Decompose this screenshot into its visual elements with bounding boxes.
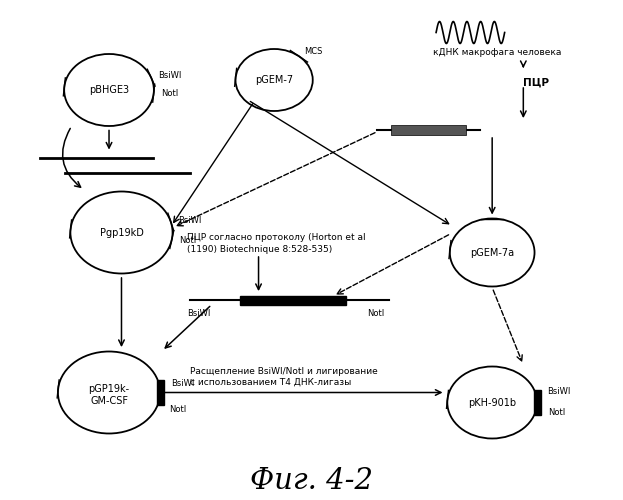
Text: NotI: NotI (548, 408, 565, 417)
Text: NotI: NotI (179, 236, 196, 245)
Text: ПЦР: ПЦР (523, 78, 549, 88)
Text: BsiWI: BsiWI (187, 309, 211, 318)
Bar (240, 296, 346, 304)
Text: pGEM-7: pGEM-7 (255, 75, 293, 85)
Text: BsiWI: BsiWI (547, 386, 571, 396)
Bar (391, 125, 466, 135)
Text: pBHGE3: pBHGE3 (89, 85, 129, 95)
Text: (1190) Biotechnique 8:528-535): (1190) Biotechnique 8:528-535) (187, 246, 332, 254)
Text: ПЦР согласно протоколу (Horton et al: ПЦР согласно протоколу (Horton et al (187, 233, 366, 242)
Text: BsiWI: BsiWI (178, 216, 201, 225)
Text: MCS: MCS (304, 47, 322, 56)
Text: pGEM-7a: pGEM-7a (470, 248, 514, 258)
Text: pKH-901b: pKH-901b (468, 398, 516, 407)
Bar (534, 390, 541, 415)
Text: Фиг. 4-2: Фиг. 4-2 (250, 467, 373, 495)
Text: BsiWI: BsiWI (171, 380, 194, 388)
Text: NotI: NotI (169, 404, 186, 413)
Text: BsiWI: BsiWI (158, 71, 181, 80)
Bar (157, 380, 164, 405)
Text: pGP19k-
GM-CSF: pGP19k- GM-CSF (88, 384, 130, 406)
Text: Расщепление BsiWI/NotI и лигирование: Расщепление BsiWI/NotI и лигирование (190, 366, 378, 376)
Text: с использованием Т4 ДНК-лигазы: с использованием Т4 ДНК-лигазы (190, 378, 351, 386)
Text: кДНК макрофага человека: кДНК макрофага человека (433, 48, 561, 57)
Text: NotI: NotI (368, 309, 385, 318)
Text: Pgp19kD: Pgp19kD (100, 228, 143, 237)
Text: NotI: NotI (161, 89, 178, 98)
